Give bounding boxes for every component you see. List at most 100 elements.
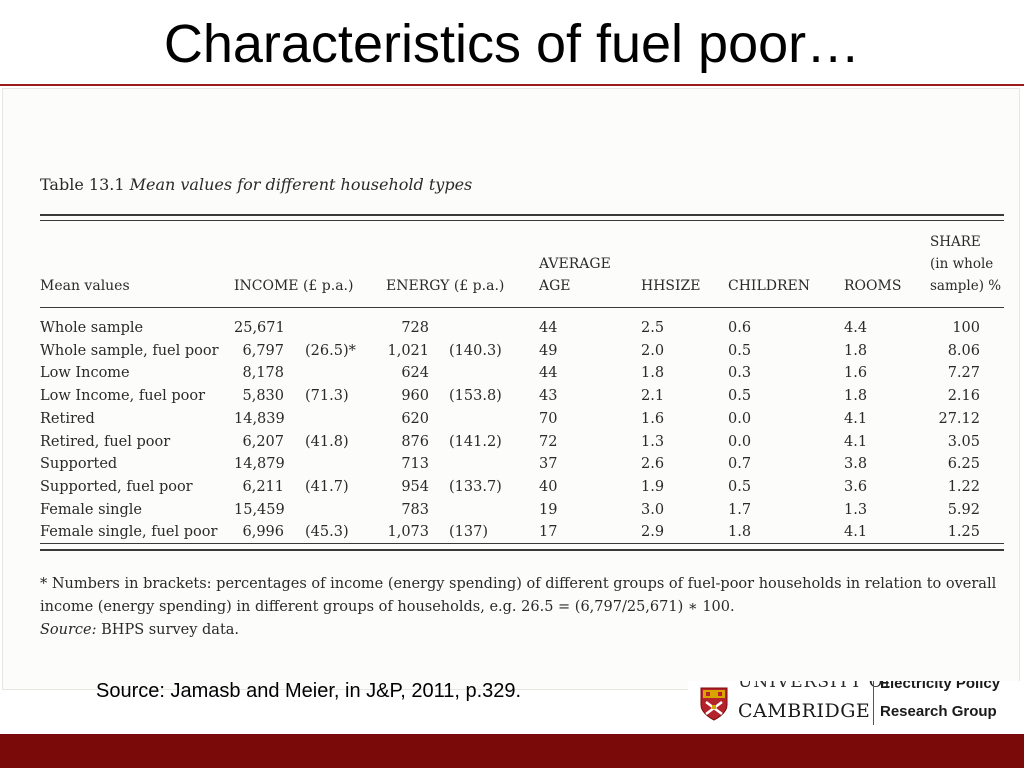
cell-label: Low Income: [40, 365, 130, 382]
cell-label: Supported: [40, 456, 118, 473]
cell-children: 0.3: [728, 365, 752, 382]
title-divider: [0, 84, 1024, 86]
cell-energy-pct: (140.3): [449, 342, 502, 359]
header-share-2: (in whole: [930, 256, 994, 272]
cell-income: 6,797: [242, 342, 284, 359]
cell-label: Female single, fuel poor: [40, 524, 218, 541]
table-bottom-rule: [40, 543, 1004, 544]
cell-share: 2.16: [947, 388, 980, 405]
cell-rooms: 4.4: [844, 320, 868, 336]
cell-label: Whole sample: [40, 320, 144, 336]
cell-income-pct: (45.3): [305, 524, 349, 541]
header-share-3: sample) %: [930, 278, 1002, 294]
cell-hhsize: 2.0: [641, 342, 665, 359]
cell-income-pct: (41.8): [305, 433, 349, 450]
slide-source: Source: Jamasb and Meier, in J&P, 2011, …: [96, 680, 522, 702]
cell-hhsize: 1.8: [641, 365, 665, 382]
cell-age: 44: [539, 320, 558, 336]
cell-share: 27.12: [938, 410, 980, 427]
cell-children: 0.5: [728, 342, 752, 359]
footer-bar: [0, 734, 1024, 768]
cell-age: 72: [539, 433, 558, 450]
cell-label: Retired, fuel poor: [40, 433, 171, 450]
header-age: AGE: [539, 278, 571, 294]
cambridge-logo: UNIVERSITY OF CAMBRIDGE Electricity Poli…: [688, 681, 1024, 729]
header-share: SHARE: [930, 234, 981, 250]
footnote-source-label: Source:: [40, 622, 97, 638]
cell-age: 43: [539, 388, 558, 405]
research-group-name: Research Group: [880, 703, 997, 720]
cell-hhsize: 2.9: [641, 524, 665, 541]
cell-income: 14,839: [234, 410, 285, 427]
footnote-source-text: BHPS survey data.: [96, 622, 240, 638]
table-top-rule-2: [40, 220, 1004, 221]
cell-energy: 876: [401, 433, 429, 450]
cell-age: 19: [539, 501, 558, 518]
cell-income: 6,211: [242, 478, 284, 495]
cell-energy: 783: [401, 501, 429, 518]
footnote-text: * Numbers in brackets: percentages of in…: [40, 576, 997, 615]
scanned-table-image: Table 13.1 Mean values for different hou…: [2, 88, 1020, 690]
cell-energy-pct: (133.7): [449, 478, 502, 495]
cell-energy: 620: [401, 410, 429, 427]
university-name: CAMBRIDGE: [738, 700, 871, 722]
cell-hhsize: 1.3: [641, 433, 665, 450]
cell-share: 6.25: [947, 456, 980, 473]
table-bottom-rule-2: [40, 549, 1004, 551]
header-hhsize: HHSIZE: [641, 278, 701, 294]
cell-age: 49: [539, 342, 558, 359]
cell-rooms: 1.6: [844, 365, 868, 382]
cell-label: Female single: [40, 501, 142, 518]
cell-age: 40: [539, 478, 558, 495]
cell-age: 37: [539, 456, 558, 473]
cell-hhsize: 1.9: [641, 478, 665, 495]
cell-share: 7.27: [947, 365, 980, 382]
cell-hhsize: 2.5: [641, 320, 665, 336]
cell-income-pct: (71.3): [305, 388, 349, 405]
cell-children: 0.5: [728, 478, 752, 495]
cell-share: 8.06: [947, 342, 980, 359]
logo-divider: [873, 681, 874, 725]
cell-rooms: 3.6: [844, 478, 868, 495]
cell-hhsize: 2.6: [641, 456, 665, 473]
cell-income-pct: (41.7): [305, 478, 349, 495]
header-mean-values: Mean values: [40, 278, 130, 294]
footnote-source: Source: BHPS survey data.: [40, 619, 1006, 642]
cell-income: 6,207: [242, 433, 284, 450]
header-income: INCOME (£ p.a.): [234, 278, 354, 294]
cell-energy: 1,021: [387, 342, 429, 359]
cell-rooms: 4.1: [844, 410, 868, 427]
cell-hhsize: 3.0: [641, 501, 665, 518]
cambridge-shield-icon: [700, 687, 728, 721]
header-average: AVERAGE: [539, 256, 611, 272]
header-energy: ENERGY (£ p.a.): [386, 278, 505, 294]
cell-share: 1.22: [947, 478, 980, 495]
cell-income: 14,879: [234, 456, 285, 473]
cell-share: 100: [952, 320, 980, 336]
cell-rooms: 1.8: [844, 388, 868, 405]
slide-title: Characteristics of fuel poor…: [163, 14, 861, 74]
university-top-text: UNIVERSITY OF: [738, 681, 897, 692]
cell-rooms: 1.8: [844, 342, 868, 359]
cell-share: 5.92: [947, 501, 980, 518]
cell-income-pct: (26.5)*: [305, 342, 356, 359]
cell-children: 0.0: [728, 410, 752, 427]
cell-age: 17: [539, 524, 558, 541]
table-caption: Table 13.1 Mean values for different hou…: [40, 175, 472, 194]
cell-age: 44: [539, 365, 558, 382]
research-group-top: Electricity Policy: [880, 681, 1001, 692]
table-footnote: * Numbers in brackets: percentages of in…: [40, 573, 1006, 642]
cell-share: 3.05: [947, 433, 980, 450]
cell-energy-pct: (141.2): [449, 433, 502, 450]
cell-label: Supported, fuel poor: [40, 478, 193, 495]
table-number: Table 13.1: [40, 175, 125, 194]
cell-hhsize: 2.1: [641, 388, 665, 405]
cell-rooms: 3.8: [844, 456, 868, 473]
cell-age: 70: [539, 410, 558, 427]
cell-rooms: 4.1: [844, 433, 868, 450]
table-top-rule: [40, 214, 1004, 216]
cell-energy: 624: [401, 365, 429, 382]
cell-energy: 728: [401, 320, 429, 336]
cell-income: 6,996: [242, 524, 284, 541]
cell-income: 25,671: [234, 320, 285, 336]
